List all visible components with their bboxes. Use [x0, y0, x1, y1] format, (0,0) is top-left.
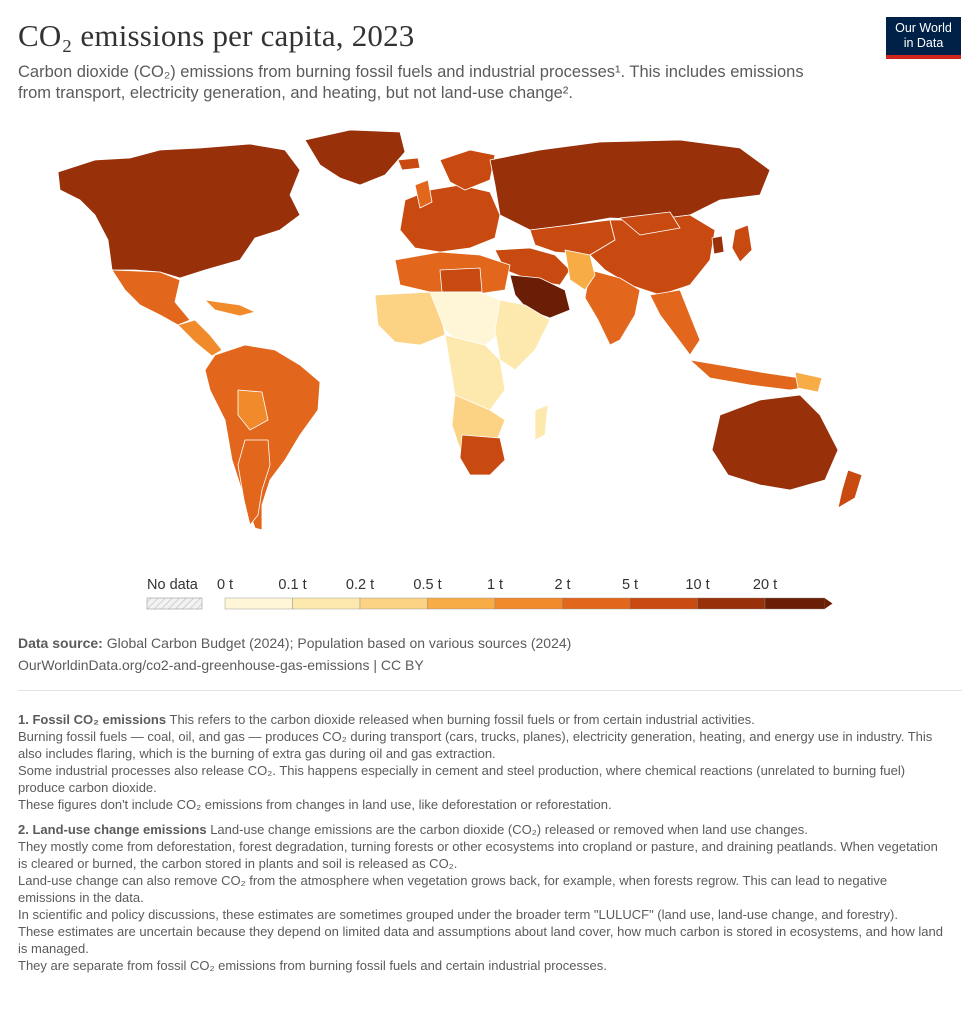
region-bolivia-paraguay[interactable]	[237, 389, 269, 431]
region-north-america[interactable]	[57, 143, 301, 279]
region-japan[interactable]	[731, 224, 753, 263]
footnote-2-line-3: Land-use change can also remove CO₂ from…	[18, 873, 888, 905]
region-greenland[interactable]	[304, 129, 406, 186]
footnote-2-line-2: They mostly come from deforestation, for…	[18, 839, 938, 871]
footnote-1-line-4: These figures don't include CO₂ emission…	[18, 797, 612, 812]
footnote-1-line-1: This refers to the carbon dioxide releas…	[169, 712, 755, 727]
region-china[interactable]	[589, 214, 716, 296]
region-libya[interactable]	[439, 267, 483, 293]
legend-swatch-5[interactable]	[562, 597, 631, 610]
footnote-1-title: 1. Fossil CO₂ emissions	[18, 712, 167, 727]
chart-title: CO₂ emissions per capita, 2023	[18, 18, 415, 53]
region-sahel[interactable]	[429, 291, 506, 346]
legend-swatch-2[interactable]	[359, 597, 428, 610]
region-papua[interactable]	[794, 371, 823, 393]
legend-swatch-6[interactable]	[629, 597, 698, 610]
legend-tick-label-3: 0.5 t	[413, 577, 441, 593]
legend-swatch-3[interactable]	[427, 597, 496, 610]
legend-arrow-tip	[824, 598, 833, 609]
legend-swatch-1[interactable]	[292, 597, 361, 610]
legend-no-data-label: No data	[147, 577, 199, 593]
region-india[interactable]	[584, 269, 641, 346]
region-south-africa[interactable]	[459, 434, 506, 476]
region-southeast-asia[interactable]	[649, 289, 701, 356]
legend-swatch-7[interactable]	[697, 597, 766, 610]
footnote-1-line-3: Some industrial processes also release C…	[18, 763, 906, 795]
footnote-2-title: 2. Land-use change emissions	[18, 822, 207, 837]
legend-swatch-8[interactable]	[764, 597, 825, 610]
footnote-2-line-4: In scientific and policy discussions, th…	[18, 907, 898, 922]
region-uk[interactable]	[414, 179, 433, 209]
legend-tick-label-6: 5 t	[622, 577, 638, 593]
footnote-2: 2. Land-use change emissions Land-use ch…	[18, 821, 948, 974]
footnote-1: 1. Fossil CO₂ emissions This refers to t…	[18, 711, 948, 813]
footnote-2-line-5: These estimates are uncertain because th…	[18, 924, 943, 956]
chart-subtitle: Carbon dioxide (CO₂) emissions from burn…	[18, 63, 804, 102]
legend-tick-label-1: 0.1 t	[278, 577, 306, 593]
region-argentina[interactable]	[237, 439, 271, 526]
legend-no-data-swatch[interactable]	[146, 597, 203, 610]
source-label: Data source:	[18, 635, 103, 651]
logo-line-2: in Data	[903, 36, 944, 50]
region-middle-east[interactable]	[494, 247, 571, 286]
region-new-zealand[interactable]	[837, 469, 863, 509]
region-iceland[interactable]	[397, 157, 421, 171]
footnote-2-line-1: Land-use change emissions are the carbon…	[210, 822, 808, 837]
legend: No data 0 t 0.1 t 0.2 t 0.5 t 1 t 2 t 5 t 10 t 2…	[146, 577, 833, 610]
legend-tick-label-8: 20 t	[753, 577, 777, 593]
logo-line-1: Our World	[895, 21, 952, 35]
divider	[18, 690, 962, 691]
source-url[interactable]: OurWorldinData.org/co2-and-greenhouse-ga…	[18, 657, 424, 673]
region-south-america[interactable]	[204, 344, 321, 531]
legend-swatch-0[interactable]	[224, 597, 293, 610]
footnote-2-line-6: They are separate from fossil CO₂ emissi…	[18, 958, 607, 973]
region-madagascar[interactable]	[534, 404, 549, 441]
source-text: Global Carbon Budget (2024); Population …	[106, 635, 572, 651]
footnotes: 1. Fossil CO₂ emissions This refers to t…	[18, 711, 948, 982]
region-russia[interactable]	[489, 139, 771, 231]
legend-swatch-4[interactable]	[494, 597, 563, 610]
legend-tick-label-5: 2 t	[554, 577, 570, 593]
region-central-america[interactable]	[177, 319, 223, 357]
owid-logo[interactable]: Our World in Data	[886, 17, 961, 59]
region-australia[interactable]	[711, 394, 839, 491]
region-korea[interactable]	[711, 235, 725, 255]
legend-tick-label-2: 0.2 t	[346, 577, 374, 593]
region-east-africa[interactable]	[494, 299, 551, 371]
region-mongolia[interactable]	[619, 211, 681, 236]
legend-tick-label-4: 1 t	[487, 577, 503, 593]
legend-tick-label-0: 0 t	[217, 577, 233, 593]
region-saudi-arabia[interactable]	[509, 274, 571, 319]
sources: Data source: Global Carbon Budget (2024)…	[18, 632, 571, 676]
region-pakistan-afghanistan[interactable]	[564, 249, 596, 291]
region-europe[interactable]	[399, 184, 501, 253]
region-caribbean[interactable]	[204, 299, 256, 317]
region-mexico[interactable]	[111, 269, 191, 326]
footnote-1-line-2: Burning fossil fuels — coal, oil, and ga…	[18, 729, 933, 761]
legend-tick-label-7: 10 t	[685, 577, 709, 593]
world-map[interactable]	[0, 120, 980, 550]
region-scandinavia[interactable]	[439, 149, 496, 191]
